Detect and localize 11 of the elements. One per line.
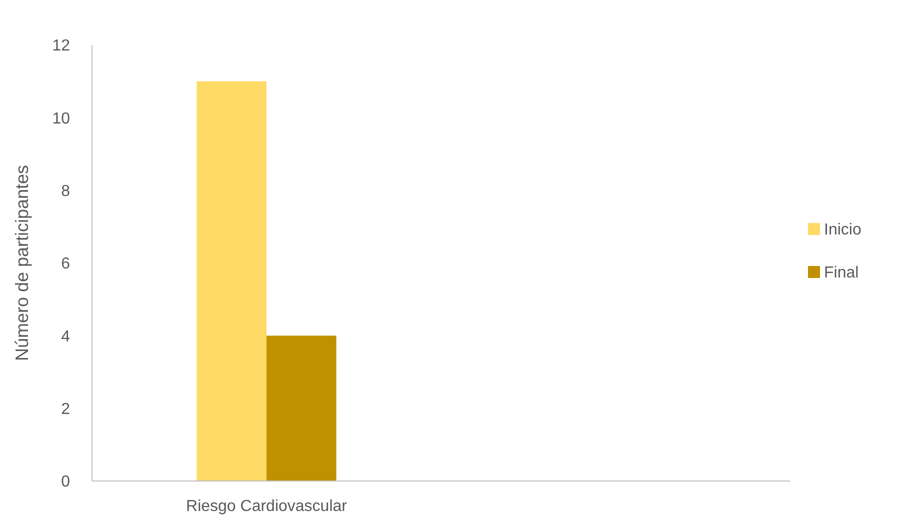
y-tick-label: 0 <box>61 474 70 491</box>
legend-label: Final <box>824 264 859 282</box>
y-tick-label: 10 <box>52 110 70 128</box>
y-tick-label: 2 <box>61 400 70 418</box>
y-tick-label: 4 <box>61 328 70 346</box>
legend-label: Inicio <box>824 222 862 239</box>
y-tick-label: 12 <box>52 38 70 55</box>
y-axis-title: Número de participantes <box>12 164 32 362</box>
y-tick-label: 8 <box>61 182 70 200</box>
x-tick-label: Riesgo Cardiovascular <box>186 498 348 515</box>
y-tick-label: 6 <box>61 256 70 273</box>
